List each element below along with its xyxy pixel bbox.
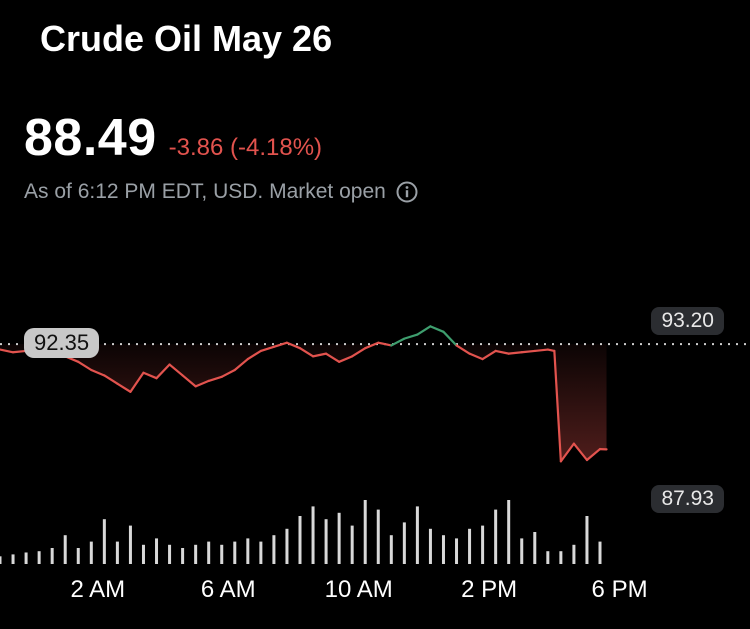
volume-bar [129,526,132,564]
volume-bar [181,548,184,564]
volume-bar [64,535,67,564]
volume-bar [116,542,119,564]
volume-bar [0,556,2,564]
x-tick-label: 10 AM [325,576,393,603]
volume-bar [233,542,236,564]
volume-bar [285,529,288,564]
info-icon[interactable] [396,181,418,203]
volume-bar [416,506,419,564]
volume-bar [299,516,302,564]
price-line-segment [509,352,522,353]
price-line-segment [535,350,548,351]
volume-bar [572,545,575,564]
volume-bar [25,552,28,564]
volume-bar [390,535,393,564]
loss-area [0,344,607,461]
price-line-segment [522,351,535,352]
volume-bar [442,535,445,564]
volume-bar [520,538,523,564]
x-tick-label: 2 PM [461,576,517,603]
x-tick-label: 6 PM [592,576,648,603]
volume-bar [351,526,354,564]
volume-bar [220,545,223,564]
volume-bar [377,510,380,564]
price-change: -3.86 (-4.18%) [169,134,322,162]
volume-bar [468,529,471,564]
volume-bar [51,548,54,564]
as-of-text: As of 6:12 PM EDT, USD. Market open [24,180,386,204]
volume-bar [77,548,80,564]
volume-bar [364,500,367,564]
volume-bar [533,532,536,564]
price-row: 88.49 -3.86 (-4.18%) [24,108,322,168]
as-of-line: As of 6:12 PM EDT, USD. Market open [24,180,418,204]
volume-bar [168,545,171,564]
volume-bar [599,542,602,564]
volume-bar [38,551,41,564]
volume-bar [272,535,275,564]
volume-bar [207,542,210,564]
x-tick-label: 2 AM [70,576,125,603]
price-line-segment [404,335,417,339]
volume-bar [585,516,588,564]
volume-bar [312,506,315,564]
volume-bar [103,519,106,564]
volume-bar [429,529,432,564]
volume-bar [481,526,484,564]
price-line-segment [417,326,430,334]
volume-bar [338,513,341,564]
volume-bar [194,545,197,564]
current-price: 88.49 [24,108,157,168]
volume-bar [246,538,249,564]
volume-bar [559,551,562,564]
high-price-label: 93.20 [651,307,724,335]
volume-bar [12,554,15,564]
price-line-segment [378,343,391,346]
volume-bar [403,522,406,564]
volume-bar [259,542,262,564]
volume-bar [90,542,93,564]
volume-bar [142,545,145,564]
volume-bar [494,510,497,564]
price-chart: 2 AM 6 AM 10 AM 2 PM 6 PM 93.20 87.93 [0,300,750,624]
volume-bar [155,538,158,564]
volume-bar [455,538,458,564]
volume-bar [546,551,549,564]
page-title: Crude Oil May 26 [40,18,332,60]
volume-bar [507,500,510,564]
price-line-segment [430,326,443,331]
previous-close-label: 92.35 [24,328,99,358]
volume-bar [325,519,328,564]
low-price-label: 87.93 [651,485,724,513]
chart-svg: 2 AM 6 AM 10 AM 2 PM 6 PM [0,300,750,624]
x-tick-label: 6 AM [201,576,256,603]
